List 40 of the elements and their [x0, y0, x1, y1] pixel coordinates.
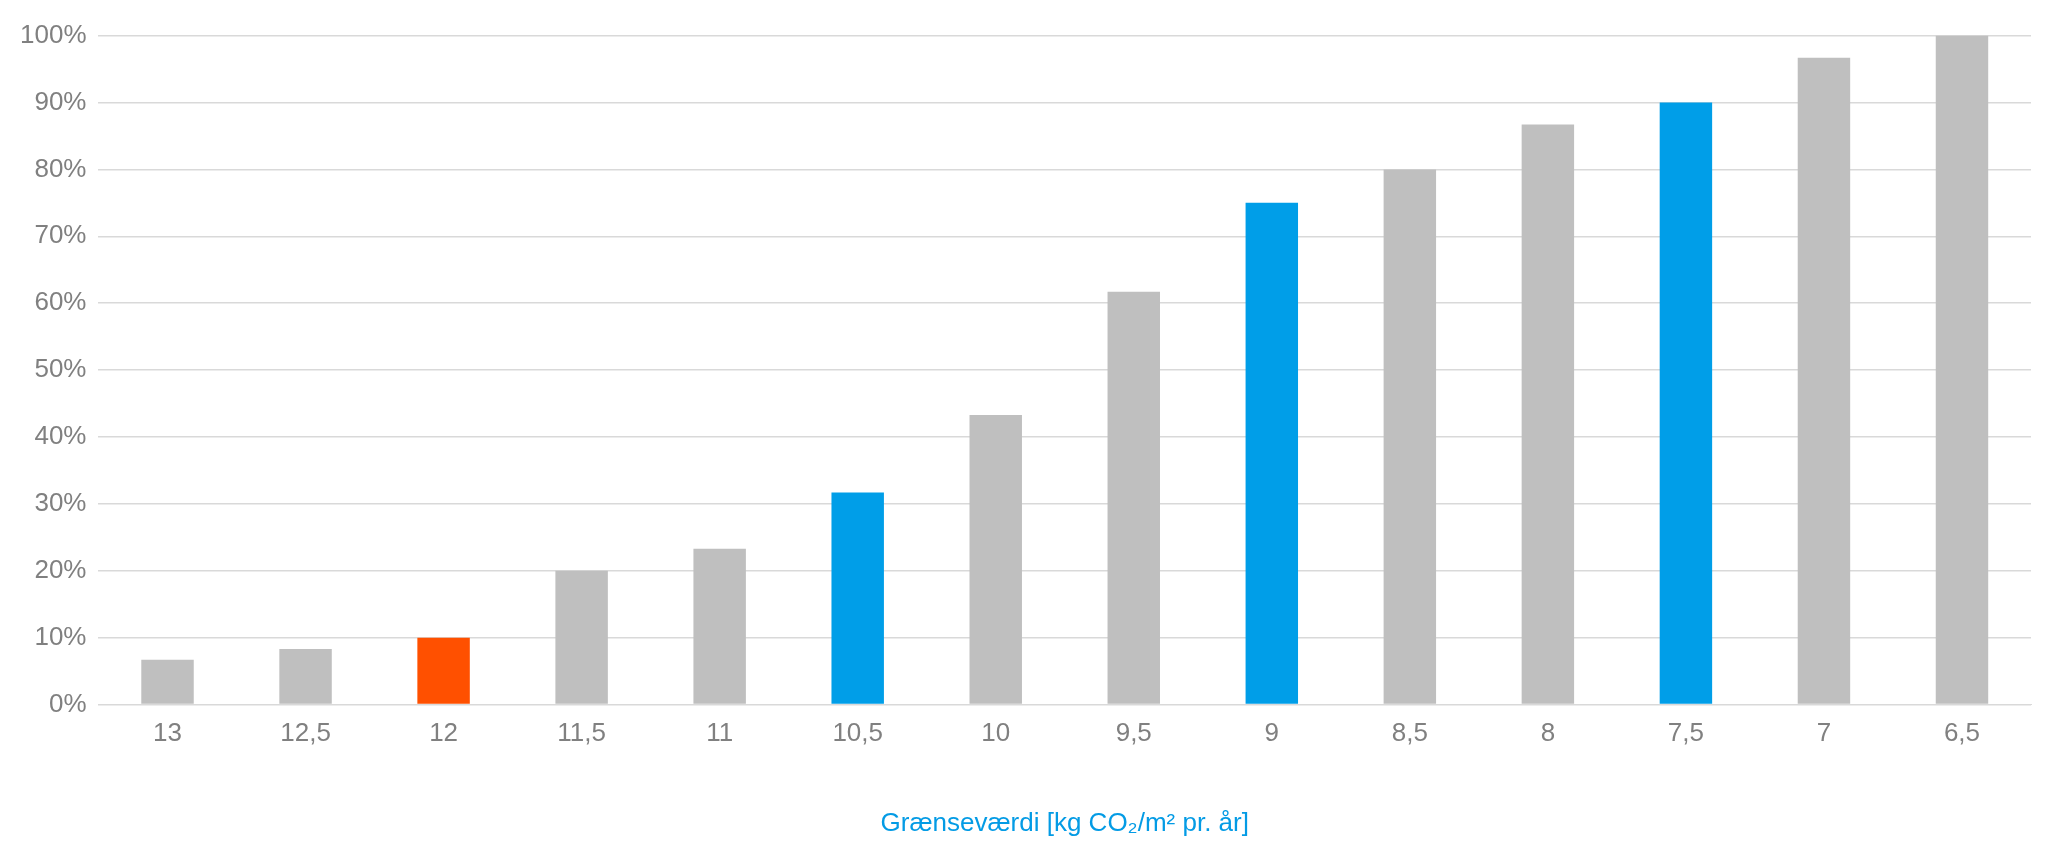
x-axis-title: Grænseværdi [kg CO₂/m² pr. år] — [880, 806, 1249, 837]
bar — [1797, 57, 1851, 704]
x-tick-label: 12 — [429, 717, 459, 748]
x-tick-label: 10,5 — [832, 717, 883, 748]
y-tick-label: 50% — [34, 353, 87, 384]
x-tick-label: 11 — [706, 717, 734, 748]
y-tick-label: 70% — [34, 219, 87, 250]
x-tick-label: 7 — [1816, 717, 1832, 748]
bar — [831, 492, 884, 704]
y-tick-label: 60% — [34, 286, 87, 317]
y-tick-label: 80% — [34, 152, 87, 183]
x-tick-label: 6,5 — [1943, 717, 1981, 748]
x-tick-label: 12,5 — [280, 717, 331, 748]
x-tick-label: 9,5 — [1115, 717, 1152, 748]
y-tick-label: 90% — [34, 85, 87, 116]
y-tick-label: 10% — [34, 620, 87, 651]
x-tick-label: 7,5 — [1667, 717, 1704, 748]
bar — [1935, 35, 1989, 704]
bar — [279, 649, 332, 704]
bar — [693, 548, 746, 704]
x-tick-label: 8 — [1540, 717, 1556, 748]
bar — [417, 637, 470, 704]
bar — [1383, 169, 1437, 704]
bar — [1659, 102, 1713, 704]
bar — [1521, 124, 1575, 704]
y-tick-label: 40% — [34, 420, 87, 451]
x-tick-label: 11,5 — [557, 717, 606, 748]
x-tick-label: 9 — [1264, 717, 1280, 748]
x-tick-label: 13 — [153, 717, 182, 748]
x-tick-label: 8,5 — [1391, 717, 1428, 748]
y-tick-label: 100% — [20, 18, 87, 49]
bar — [969, 414, 1022, 704]
y-tick-label: 0% — [48, 687, 87, 718]
y-tick-label: 20% — [34, 553, 87, 584]
y-tick-label: 30% — [34, 487, 87, 518]
bar — [141, 659, 194, 704]
bar — [555, 570, 608, 704]
bar — [1245, 202, 1299, 704]
bar — [1107, 291, 1160, 704]
x-tick-label: 10 — [981, 717, 1011, 748]
